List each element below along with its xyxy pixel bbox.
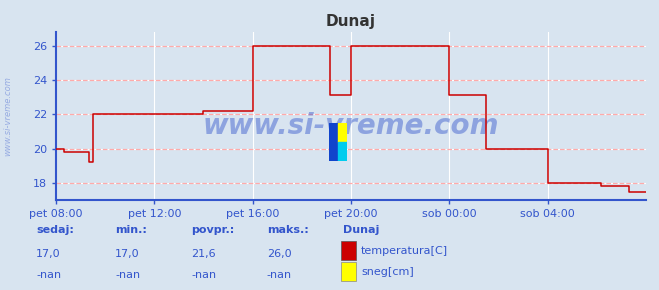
Text: 26,0: 26,0	[267, 249, 291, 259]
Bar	[329, 123, 338, 161]
Text: -nan: -nan	[36, 270, 61, 280]
Text: min.:: min.:	[115, 225, 147, 235]
Text: 21,6: 21,6	[191, 249, 215, 259]
Text: temperatura[C]: temperatura[C]	[361, 246, 448, 256]
Title: Dunaj: Dunaj	[326, 14, 376, 29]
Text: -nan: -nan	[267, 270, 292, 280]
Text: maks.:: maks.:	[267, 225, 308, 235]
Text: www.si-vreme.com: www.si-vreme.com	[3, 76, 13, 156]
Text: 17,0: 17,0	[36, 249, 61, 259]
Text: sedaj:: sedaj:	[36, 225, 74, 235]
Text: sneg[cm]: sneg[cm]	[361, 267, 414, 277]
Bar	[338, 123, 347, 142]
Bar	[338, 142, 347, 161]
Text: Dunaj: Dunaj	[343, 225, 379, 235]
Text: -nan: -nan	[191, 270, 216, 280]
Text: -nan: -nan	[115, 270, 140, 280]
Text: 17,0: 17,0	[115, 249, 140, 259]
Text: www.si-vreme.com: www.si-vreme.com	[203, 112, 499, 140]
Text: povpr.:: povpr.:	[191, 225, 235, 235]
